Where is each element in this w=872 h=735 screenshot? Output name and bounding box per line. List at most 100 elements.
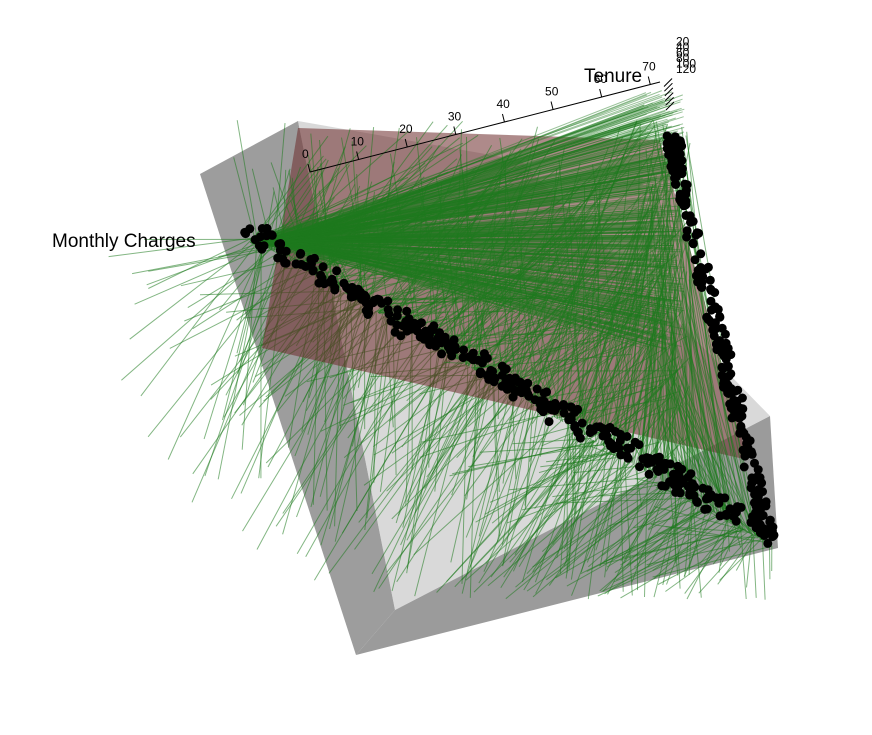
residual-segment [258,110,670,240]
residual-segment [256,182,641,243]
residual-segment [521,425,570,583]
residual-segment [513,265,568,394]
residual-segment [639,185,672,468]
residual-segment [270,123,644,244]
residual-segment [275,210,683,239]
residual-segment [260,240,645,349]
residual-segment [280,208,664,243]
residual-segment [258,240,682,291]
residual-segment [281,242,651,279]
residual-segment [272,161,679,244]
residual-segment [287,151,674,239]
residual-segment [698,533,753,594]
residual-segment [289,239,674,246]
residual-segment [251,241,641,291]
residual-segment [254,118,668,239]
residual-segment [272,204,656,244]
residual-segment [686,229,709,509]
residual-segment [289,145,670,240]
residual-segment [255,235,677,242]
data-point [746,447,756,457]
residual-segment [258,242,667,350]
residual-segment [683,293,737,525]
data-point [281,258,291,268]
residual-segment [516,235,523,395]
data-point [273,253,283,263]
residual-segment [267,241,667,302]
residual-segment [262,123,667,245]
residual-segment [283,239,643,318]
residual-segment [277,164,673,242]
residual-segment [278,180,652,244]
data-point [753,491,763,501]
residual-segment [250,240,660,305]
residual-segment [255,152,684,242]
residual-segment [538,451,614,474]
residual-segment [454,440,595,588]
residual-segment [434,186,555,347]
residual-segment [273,100,663,241]
data-point [653,465,663,475]
residual-segment [271,237,685,290]
data-point [402,306,412,316]
residual-segment [268,213,642,241]
residual-segment [583,152,676,435]
data-point [296,259,306,269]
residual-segment [261,239,652,248]
residual-segment [283,240,643,323]
residual-segment [264,141,667,242]
residual-segment [266,132,649,243]
residual-segment [271,125,672,241]
residual-segment [253,225,659,241]
residual-segment [254,241,641,291]
residual-segment [599,503,702,592]
residual-segment [536,169,558,407]
residual-segment [289,117,676,245]
residual-segment [254,135,682,242]
residual-segment [624,458,633,596]
residual-segment [129,240,258,340]
residual-segment [469,400,527,568]
data-point [310,253,319,263]
residual-segment [278,142,671,239]
residual-segment [277,196,659,243]
residual-segment [282,239,658,257]
residual-segment [554,301,619,418]
residual-segment [602,257,640,447]
residual-segment [489,201,541,379]
residual-segments-upper [233,90,766,543]
residual-segment [558,159,585,436]
data-point [396,331,406,341]
residual-segment [266,133,679,239]
residual-segment [250,242,660,268]
residual-segment [260,160,673,241]
residual-segment [277,238,667,350]
residual-segment [285,172,678,240]
residual-segment [274,240,656,325]
residual-segment [718,519,728,573]
residual-segment [276,220,684,242]
residual-segment [265,174,655,242]
residual-segment [439,206,638,350]
residual-segment [746,534,753,588]
residual-segment [284,171,665,245]
residual-segment [685,245,688,497]
residual-segment [269,110,678,241]
residual-segment [417,186,575,337]
residual-segment [269,114,662,245]
residual-segment [261,197,663,241]
residual-segment [266,243,668,323]
residual-segment [258,243,659,256]
residual-segment [258,243,657,281]
residual-segment [279,209,648,240]
residual-segment [254,240,653,271]
residual-segment [337,181,373,290]
data-point [459,345,469,355]
residual-segment [292,224,303,263]
residual-segment [650,185,727,519]
data-point [257,244,267,254]
residual-segment [257,241,668,266]
residual-segment [653,491,682,598]
residual-segment [284,159,329,258]
